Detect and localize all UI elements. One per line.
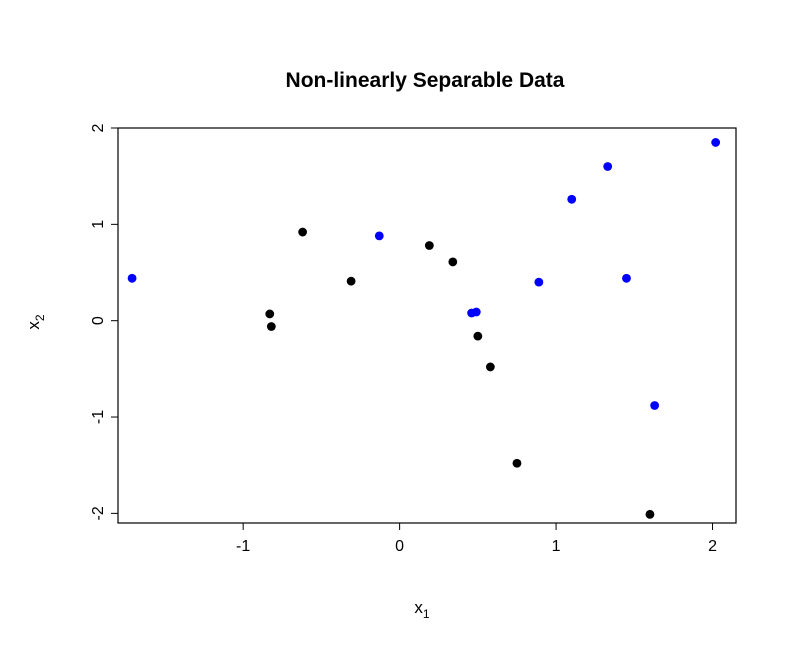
y-tick-label: 2 bbox=[90, 123, 107, 132]
y-tick-label: -2 bbox=[90, 506, 107, 520]
x-axis-label-subscript: 1 bbox=[423, 607, 430, 621]
data-point bbox=[473, 331, 483, 341]
data-point bbox=[645, 509, 655, 519]
data-point bbox=[448, 257, 458, 267]
y-axis-label-subscript: 2 bbox=[33, 314, 47, 321]
y-axis: -2 -1 0 1 2 bbox=[90, 123, 119, 520]
x-tick-label: 1 bbox=[552, 538, 561, 555]
data-point bbox=[266, 322, 276, 331]
data-point bbox=[485, 362, 495, 372]
data-point bbox=[346, 276, 356, 286]
y-tick-label: -1 bbox=[90, 410, 107, 424]
data-point bbox=[127, 273, 137, 283]
y-axis-label: x2 bbox=[24, 314, 47, 330]
y-tick-label: 1 bbox=[90, 220, 107, 229]
chart-title: Non-linearly Separable Data bbox=[286, 69, 565, 92]
data-point bbox=[534, 277, 544, 287]
x-tick-label: 2 bbox=[708, 538, 717, 555]
plot-area-frame bbox=[117, 127, 737, 524]
data-point bbox=[265, 309, 275, 319]
y-axis-label-base: x bbox=[24, 321, 43, 330]
x-tick-label: 0 bbox=[395, 538, 404, 555]
data-point bbox=[650, 401, 660, 410]
x-axis-label: x1 bbox=[414, 598, 430, 621]
data-point bbox=[424, 241, 434, 250]
data-point bbox=[622, 273, 631, 283]
y-tick-label: 0 bbox=[90, 316, 107, 325]
data-point bbox=[298, 227, 308, 237]
data-point bbox=[471, 307, 481, 317]
x-tick-label: -1 bbox=[236, 538, 250, 555]
data-point bbox=[567, 194, 577, 204]
x-axis: -1 0 1 2 bbox=[236, 522, 717, 555]
x-axis-label-base: x bbox=[414, 598, 423, 617]
data-points bbox=[127, 138, 721, 519]
data-point bbox=[711, 138, 721, 147]
data-point bbox=[512, 458, 522, 468]
data-point bbox=[603, 162, 613, 171]
data-point bbox=[374, 231, 384, 241]
